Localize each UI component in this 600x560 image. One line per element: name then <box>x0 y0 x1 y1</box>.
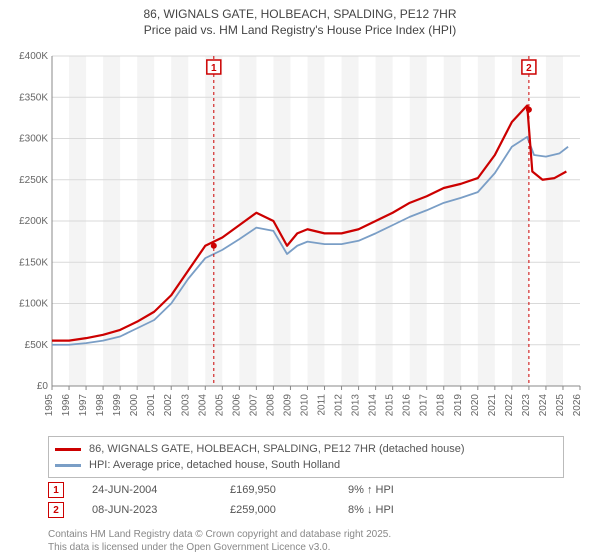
svg-text:1: 1 <box>211 63 217 74</box>
svg-text:1999: 1999 <box>112 394 123 417</box>
svg-text:2024: 2024 <box>538 394 549 417</box>
svg-text:2012: 2012 <box>334 394 345 417</box>
data-credit: Contains HM Land Registry data © Crown c… <box>48 529 391 554</box>
svg-text:2: 2 <box>526 63 532 74</box>
legend-swatch <box>55 464 81 467</box>
svg-text:2001: 2001 <box>146 394 157 417</box>
svg-text:2025: 2025 <box>555 394 566 417</box>
svg-text:2019: 2019 <box>453 394 464 417</box>
event-delta: 8% ↓ HPI <box>348 504 438 516</box>
svg-text:2002: 2002 <box>163 394 174 417</box>
svg-text:2010: 2010 <box>299 394 310 417</box>
svg-text:2018: 2018 <box>436 394 447 417</box>
svg-text:2017: 2017 <box>419 394 430 417</box>
credit-line-2: This data is licensed under the Open Gov… <box>48 542 391 555</box>
event-row: 2 08-JUN-2023 £259,000 8% ↓ HPI <box>48 500 550 520</box>
svg-text:2014: 2014 <box>368 394 379 417</box>
svg-text:£250K: £250K <box>19 175 48 186</box>
svg-text:2016: 2016 <box>402 394 413 417</box>
svg-text:2020: 2020 <box>470 394 481 417</box>
svg-text:2003: 2003 <box>180 394 191 417</box>
svg-text:2000: 2000 <box>129 394 140 417</box>
legend-label: 86, WIGNALS GATE, HOLBEACH, SPALDING, PE… <box>89 443 465 455</box>
svg-text:1998: 1998 <box>95 394 106 417</box>
svg-text:2006: 2006 <box>231 394 242 417</box>
chart-svg: £0 £50K £100K £150K £200K £250K £300K £350K £400… <box>10 50 590 430</box>
event-id-box: 1 <box>48 482 64 498</box>
svg-text:2004: 2004 <box>197 394 208 417</box>
svg-text:2007: 2007 <box>248 394 259 417</box>
chart: £0 £50K £100K £150K £200K £250K £300K £350K £400… <box>10 50 590 430</box>
svg-text:1995: 1995 <box>44 394 55 417</box>
legend: 86, WIGNALS GATE, HOLBEACH, SPALDING, PE… <box>48 436 564 478</box>
svg-text:2023: 2023 <box>521 394 532 417</box>
svg-text:2008: 2008 <box>265 394 276 417</box>
svg-text:£350K: £350K <box>19 92 48 103</box>
svg-text:1996: 1996 <box>61 394 72 417</box>
legend-row: HPI: Average price, detached house, Sout… <box>55 457 557 473</box>
event-price: £259,000 <box>230 504 320 516</box>
legend-row: 86, WIGNALS GATE, HOLBEACH, SPALDING, PE… <box>55 441 557 457</box>
svg-text:1997: 1997 <box>78 394 89 417</box>
svg-text:2015: 2015 <box>385 394 396 417</box>
svg-text:£100K: £100K <box>19 299 48 310</box>
credit-line-1: Contains HM Land Registry data © Crown c… <box>48 529 391 542</box>
svg-text:£0: £0 <box>37 381 49 392</box>
legend-label: HPI: Average price, detached house, Sout… <box>89 459 340 471</box>
svg-text:£300K: £300K <box>19 134 48 145</box>
svg-text:£50K: £50K <box>25 340 49 351</box>
event-price: £169,950 <box>230 484 320 496</box>
event-date: 24-JUN-2004 <box>92 484 202 496</box>
title-line-2: Price paid vs. HM Land Registry's House … <box>0 22 600 38</box>
legend-swatch <box>55 448 81 451</box>
svg-text:£400K: £400K <box>19 51 48 62</box>
title-line-1: 86, WIGNALS GATE, HOLBEACH, SPALDING, PE… <box>0 6 600 22</box>
svg-text:2005: 2005 <box>214 394 225 417</box>
event-marker-table: 1 24-JUN-2004 £169,950 9% ↑ HPI 2 08-JUN-2023… <box>48 480 550 520</box>
svg-text:£200K: £200K <box>19 216 48 227</box>
svg-text:2009: 2009 <box>282 394 293 417</box>
event-id-box: 2 <box>48 502 64 518</box>
event-delta: 9% ↑ HPI <box>348 484 438 496</box>
chart-title: 86, WIGNALS GATE, HOLBEACH, SPALDING, PE… <box>0 0 600 38</box>
event-row: 1 24-JUN-2004 £169,950 9% ↑ HPI <box>48 480 550 500</box>
event-date: 08-JUN-2023 <box>92 504 202 516</box>
svg-text:2021: 2021 <box>487 394 498 417</box>
svg-text:2026: 2026 <box>572 394 583 417</box>
svg-text:2013: 2013 <box>351 394 362 417</box>
svg-text:£150K: £150K <box>19 257 48 268</box>
svg-text:2011: 2011 <box>317 394 328 416</box>
svg-text:2022: 2022 <box>504 394 515 417</box>
